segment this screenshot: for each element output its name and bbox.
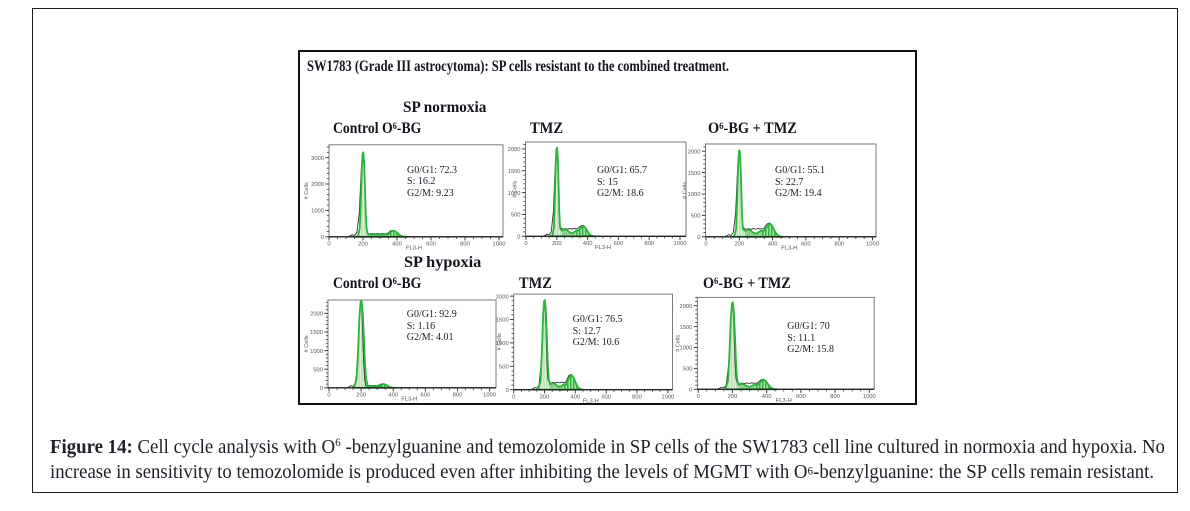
- svg-text:800: 800: [632, 395, 642, 401]
- svg-text:1000: 1000: [674, 241, 687, 247]
- svg-text:2000: 2000: [310, 312, 323, 318]
- svg-text:800: 800: [830, 394, 840, 400]
- svg-text:1000: 1000: [866, 242, 879, 248]
- svg-text:2000: 2000: [311, 182, 324, 188]
- svg-text:# Cells: # Cells: [683, 182, 689, 199]
- svg-text:0: 0: [689, 388, 692, 394]
- svg-text:500: 500: [313, 367, 323, 373]
- svg-text:1500: 1500: [688, 171, 701, 177]
- svg-text:400: 400: [571, 395, 581, 401]
- svg-text:1000: 1000: [679, 346, 692, 352]
- svg-text:0: 0: [524, 241, 527, 247]
- svg-text:0: 0: [327, 242, 330, 248]
- svg-text:400: 400: [768, 242, 778, 248]
- svg-text:200: 200: [358, 242, 368, 248]
- svg-text:# Cells: # Cells: [304, 182, 310, 199]
- svg-text:600: 600: [796, 394, 806, 400]
- svg-text:200: 200: [734, 242, 744, 248]
- svg-text:0: 0: [512, 395, 515, 401]
- svg-text:2000: 2000: [496, 294, 509, 300]
- svg-text:1500: 1500: [679, 325, 692, 331]
- svg-text:200: 200: [356, 393, 366, 399]
- svg-text:400: 400: [388, 393, 398, 399]
- svg-text:1000: 1000: [508, 191, 521, 197]
- svg-text:# Cells: # Cells: [497, 333, 503, 350]
- svg-text:200: 200: [728, 394, 738, 400]
- svg-text:500: 500: [683, 367, 693, 373]
- svg-text:FL3-H: FL3-H: [781, 245, 797, 251]
- svg-text:800: 800: [453, 393, 463, 399]
- svg-text:1000: 1000: [493, 242, 506, 248]
- svg-text:3000: 3000: [311, 156, 324, 162]
- svg-text:200: 200: [540, 395, 550, 401]
- svg-text:1500: 1500: [496, 318, 509, 324]
- svg-text:0: 0: [704, 242, 707, 248]
- svg-text:600: 600: [421, 393, 431, 399]
- svg-text:800: 800: [644, 241, 654, 247]
- svg-text:FL3-H: FL3-H: [583, 398, 599, 404]
- svg-text:1000: 1000: [483, 393, 496, 399]
- svg-text:0: 0: [505, 388, 508, 394]
- svg-text:600: 600: [614, 241, 624, 247]
- svg-text:# Cells: # Cells: [675, 335, 681, 352]
- svg-text:1000: 1000: [311, 209, 324, 215]
- svg-text:FL3-H: FL3-H: [401, 396, 417, 402]
- svg-text:600: 600: [426, 242, 436, 248]
- svg-text:1000: 1000: [863, 394, 876, 400]
- svg-text:# Cells: # Cells: [513, 180, 519, 197]
- svg-text:500: 500: [691, 214, 701, 220]
- svg-text:400: 400: [392, 242, 402, 248]
- svg-text:1000: 1000: [661, 395, 674, 401]
- svg-text:1500: 1500: [310, 330, 323, 336]
- svg-text:2000: 2000: [508, 147, 521, 153]
- svg-text:1000: 1000: [310, 349, 323, 355]
- svg-text:2000: 2000: [688, 149, 701, 155]
- svg-text:1000: 1000: [496, 341, 509, 347]
- svg-text:600: 600: [801, 242, 811, 248]
- svg-text:FL3-H: FL3-H: [595, 245, 611, 251]
- svg-text:0: 0: [697, 394, 700, 400]
- svg-text:800: 800: [834, 242, 844, 248]
- svg-text:0: 0: [327, 393, 330, 399]
- svg-text:0: 0: [517, 235, 520, 241]
- svg-text:0: 0: [320, 386, 323, 392]
- svg-text:600: 600: [601, 395, 611, 401]
- svg-text:400: 400: [762, 394, 772, 400]
- svg-text:500: 500: [511, 213, 521, 219]
- svg-text:FL3-H: FL3-H: [406, 245, 422, 251]
- svg-text:200: 200: [552, 241, 562, 247]
- svg-text:0: 0: [697, 235, 700, 241]
- svg-text:FL3-H: FL3-H: [776, 398, 792, 404]
- svg-text:800: 800: [460, 242, 470, 248]
- svg-text:1500: 1500: [508, 169, 521, 175]
- svg-text:1000: 1000: [688, 192, 701, 198]
- svg-text:2000: 2000: [679, 304, 692, 310]
- svg-text:0: 0: [321, 235, 324, 241]
- svg-text:400: 400: [583, 241, 593, 247]
- svg-text:# Cells: # Cells: [304, 335, 310, 352]
- svg-text:500: 500: [499, 365, 509, 371]
